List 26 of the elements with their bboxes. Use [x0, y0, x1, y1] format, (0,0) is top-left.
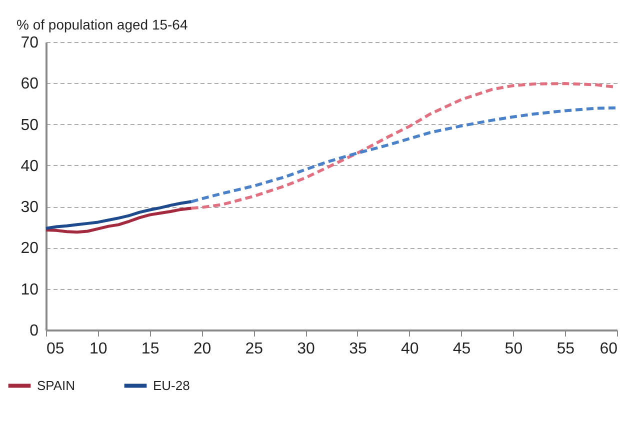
- x-tick-label: 10: [90, 340, 108, 358]
- line-series: [44, 200, 193, 230]
- y-tick-label: 70: [20, 34, 39, 52]
- y-tick-label: 60: [20, 76, 39, 93]
- x-tick-label: 55: [556, 340, 575, 358]
- legend-label: SPAIN: [37, 378, 76, 393]
- x-tick-label: 30: [297, 340, 316, 358]
- legend-label: EU-28: [153, 378, 190, 393]
- x-tick-label: 15: [141, 340, 160, 358]
- x-tick-label: 20: [193, 340, 212, 358]
- x-tick-label: 60: [600, 340, 618, 358]
- x-tick-label: 05: [46, 340, 64, 358]
- y-tick-label: 10: [20, 281, 39, 298]
- x-tick-label: 50: [504, 340, 523, 358]
- line-series: [190, 106, 618, 204]
- y-tick-label: 0: [30, 322, 39, 340]
- x-tick-label: 40: [400, 340, 419, 358]
- y-tick-label: 50: [20, 116, 39, 134]
- line-series: [44, 206, 193, 234]
- x-tick-label: 25: [245, 340, 264, 358]
- y-tick-label: 20: [20, 240, 39, 258]
- x-tick-label: 35: [349, 340, 367, 358]
- y-tick-label: 30: [20, 199, 39, 216]
- x-tick-label: 45: [452, 340, 471, 358]
- y-axis-title: % of population aged 15-64: [16, 16, 188, 32]
- y-tick-label: 40: [20, 158, 39, 175]
